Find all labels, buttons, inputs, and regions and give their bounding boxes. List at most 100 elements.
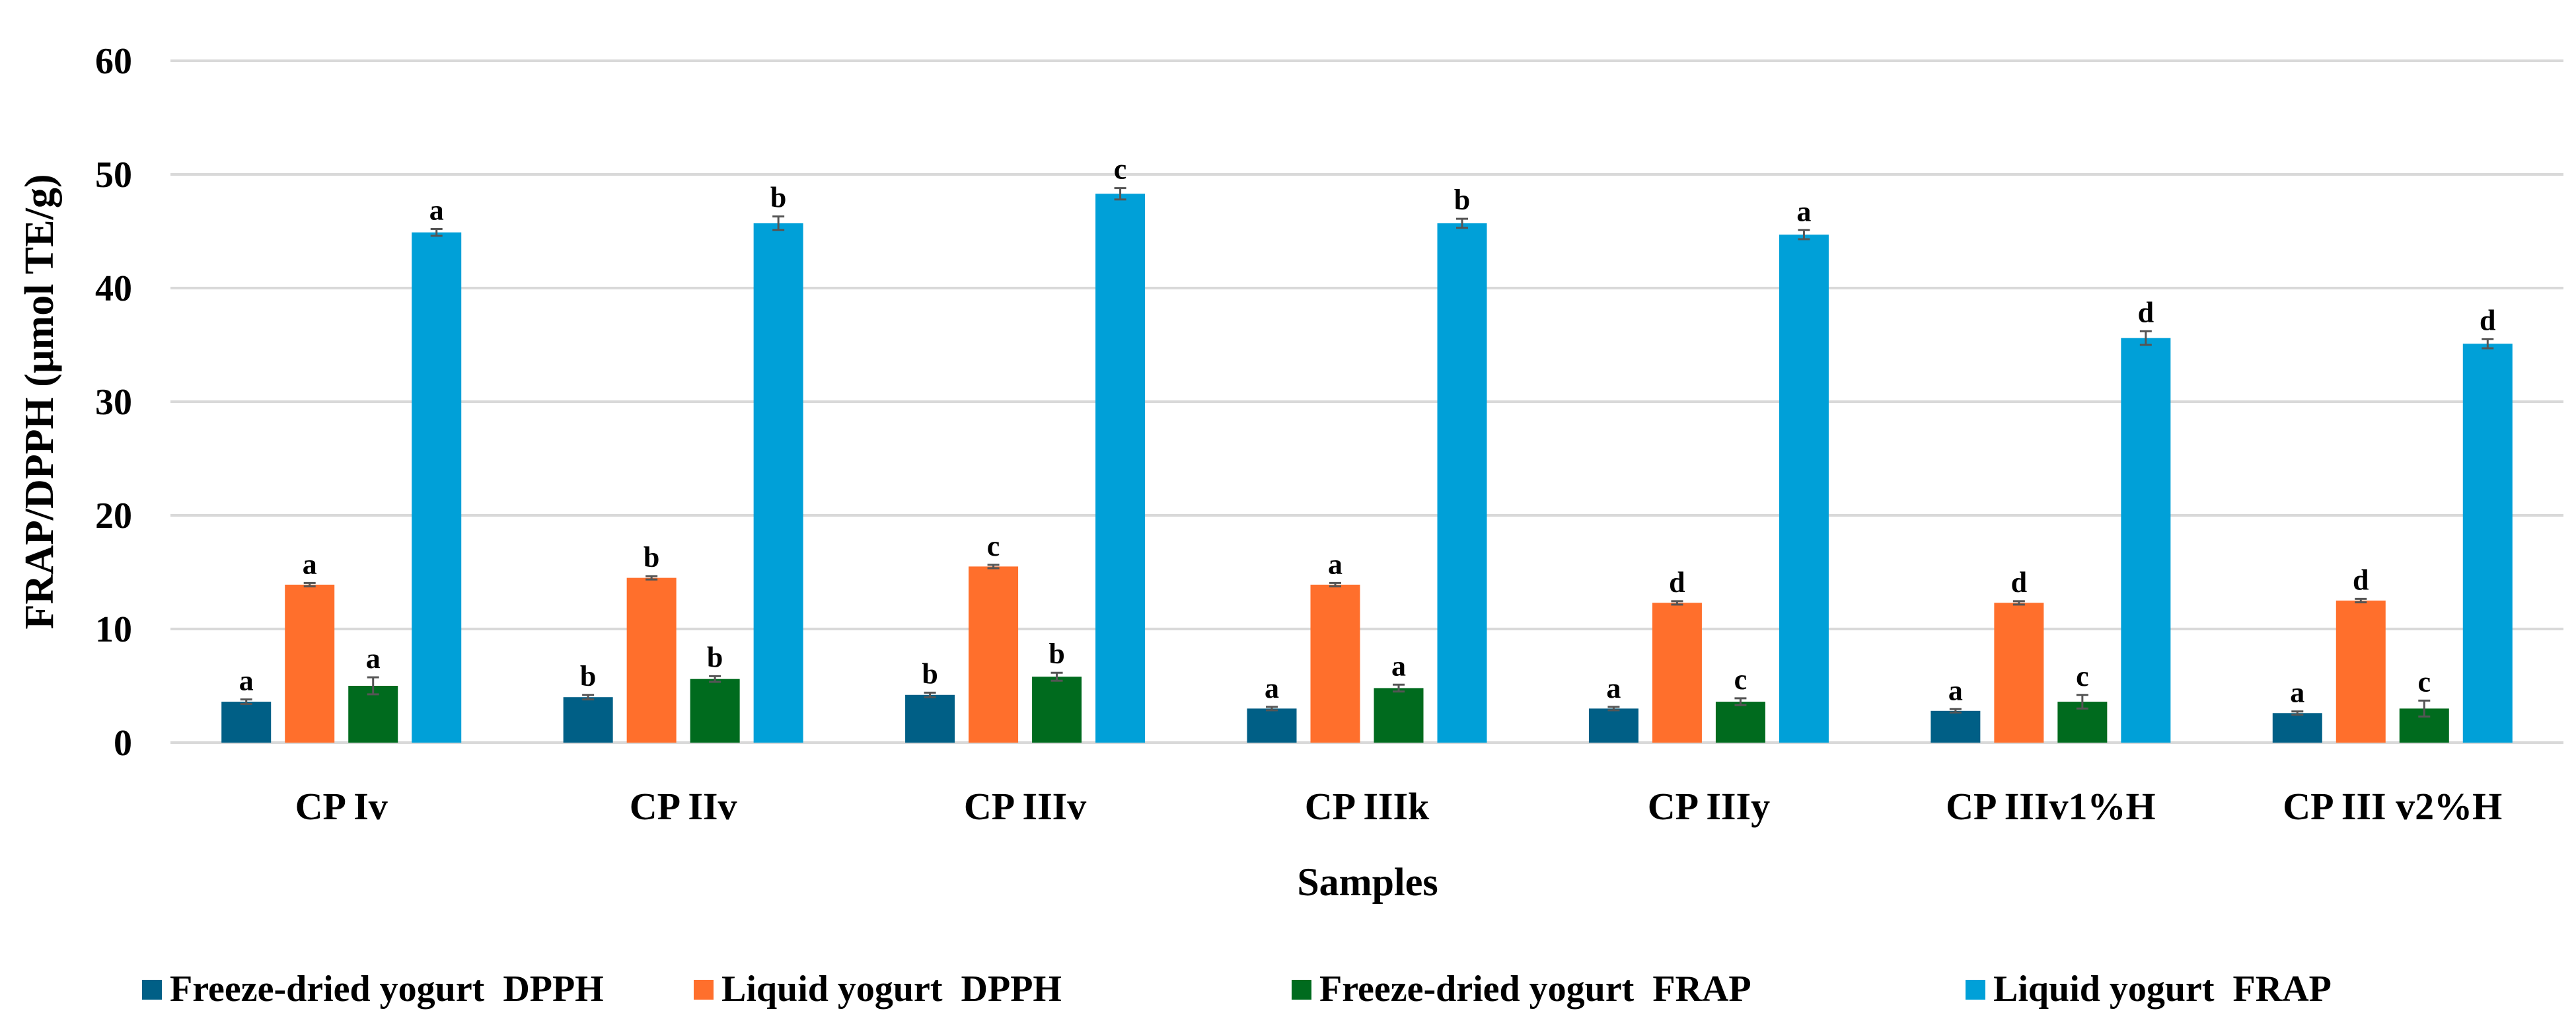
bar [563,697,613,743]
significance-letter: d [2011,566,2027,599]
bar [1374,688,1424,743]
error-bar [1266,706,1278,712]
legend-label: Liquid yogurt DPPH [721,969,1062,1010]
bar [690,679,740,743]
legend-swatch [1966,980,1985,1000]
y-tick-label: 60 [95,41,132,82]
error-bar [1114,187,1126,201]
y-tick-label: 50 [95,155,132,196]
significance-letter: d [2138,296,2154,328]
bar [969,566,1019,743]
error-bar [1393,683,1405,693]
legend-swatch [142,980,162,1000]
error-bar [2139,330,2152,346]
bar [2121,338,2171,743]
error-bar [987,564,1000,570]
significance-letter: a [429,194,444,227]
significance-letter: a [1328,548,1343,580]
error-bar [2355,597,2367,604]
bar [412,232,462,743]
x-tick-label: CP IIIk [1305,785,1430,828]
x-tick-label: CP IIIv1%H [1946,785,2155,828]
error-bar [2482,338,2494,350]
bar [2462,344,2513,743]
significance-letter: c [2418,665,2431,698]
bar [1931,710,1981,743]
error-bar [1329,581,1341,587]
error-bar [1734,697,1747,706]
x-tick-label: CP III v2%H [2283,785,2502,828]
x-tick-label: CP IIv [630,785,737,828]
bar [1994,603,2044,743]
significance-letter: a [1606,672,1621,704]
gridlines [170,59,2563,744]
significance-letter: c [1114,153,1127,186]
significance-letter: c [2076,660,2089,692]
legend-swatch [1292,980,1311,1000]
significance-letter: a [1948,674,1963,706]
bar [1715,702,1765,743]
significance-letter: d [1669,566,1685,599]
legend-label: Freeze-dried yogurt DPPH [170,969,604,1010]
error-bar [2012,600,2025,606]
significance-letter: a [1796,195,1811,227]
error-bar [1671,600,1683,606]
error-bar [1949,708,1962,714]
bar [221,702,272,743]
y-tick-label: 40 [95,268,132,309]
y-tick-label: 0 [114,723,132,764]
error-bar [709,675,721,683]
significance-letter: c [1734,663,1748,696]
significance-letter: b [580,660,596,692]
bar [1652,603,1702,743]
bar [1032,677,1082,743]
significance-letter: d [2353,564,2369,596]
significance-letter: b [707,641,723,673]
bars: a a a a b b b b b c b c a a a b a d c a a d c d a d c d [221,153,2513,743]
significance-letter: a [1265,672,1279,704]
x-tick-label: CP IIIv [964,785,1086,828]
bar [285,584,335,743]
y-axis-label: FRAP/DPPH (µmol TE/g) [17,174,62,630]
x-axis-label: Samples [1297,860,1438,904]
significance-letter: a [366,642,381,675]
significance-letter: b [922,657,938,690]
significance-letter: d [2480,304,2495,336]
error-bar [1798,229,1810,240]
bar [2272,713,2322,743]
error-bar [240,698,252,706]
x-tick-label: CP IIIy [1648,785,1770,828]
significance-letter: a [303,548,317,580]
x-tick-label: CP Iv [295,785,388,828]
error-bar [2418,699,2431,718]
legend-label: Liquid yogurt FRAP [1993,969,2332,1010]
error-bar [582,694,595,701]
significance-letter: a [1391,649,1406,682]
legend: Freeze-dried yogurt DPPH Liquid yogurt DP… [142,969,2332,1010]
error-bar [2076,694,2088,710]
legend-swatch [694,980,714,1000]
significance-letter: b [1049,638,1064,670]
y-tick-label: 30 [95,382,132,423]
error-bar [303,581,316,587]
significance-letter: a [239,665,254,697]
error-bar [2291,710,2304,716]
bar [1247,708,1297,743]
bar [626,577,677,743]
bar [1437,223,1487,743]
error-bar [924,691,936,698]
bar [905,694,955,743]
bar [1588,708,1638,743]
error-bar [1050,671,1063,682]
x-tick-labels: CP Iv CP IIv CP IIIv CP IIIk CP IIIy CP IIIv1… [295,785,2503,828]
y-tick-label: 10 [95,609,132,650]
error-bar [1456,217,1468,229]
bar [753,223,803,743]
significance-letter: b [770,182,786,214]
y-tick-label: 20 [95,496,132,536]
error-bar [772,215,785,231]
error-bar [430,228,443,237]
bar [1779,235,1829,743]
y-tick-labels: 0 10 20 30 40 50 60 [95,41,132,764]
